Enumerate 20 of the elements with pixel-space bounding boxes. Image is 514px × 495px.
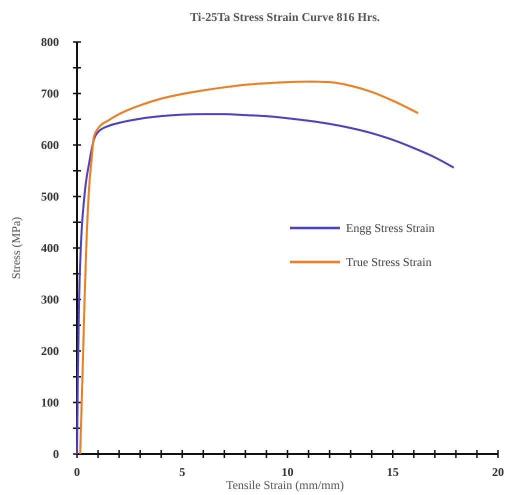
y-tick-label: 0 bbox=[53, 447, 59, 461]
y-tick-label: 700 bbox=[41, 86, 59, 100]
x-tick-label: 0 bbox=[74, 465, 80, 479]
y-axis-title: Stress (MPa) bbox=[9, 216, 23, 280]
legend-label: True Stress Strain bbox=[346, 255, 432, 269]
chart-title: Ti-25Ta Stress Strain Curve 816 Hrs. bbox=[190, 10, 380, 24]
legend-label: Engg Stress Strain bbox=[346, 221, 435, 235]
line-series bbox=[76, 113, 455, 455]
y-tick-label: 800 bbox=[41, 35, 59, 49]
y-tick-label: 400 bbox=[41, 241, 59, 255]
x-tick-label: 5 bbox=[179, 465, 186, 479]
y-tick-label: 200 bbox=[41, 344, 59, 358]
y-tick-label: 300 bbox=[41, 292, 59, 306]
y-tick-label: 100 bbox=[41, 396, 59, 410]
y-tick-label: 600 bbox=[41, 138, 59, 152]
y-tick-label: 500 bbox=[41, 190, 59, 204]
x-tick-label: 15 bbox=[386, 465, 399, 479]
x-axis-title: Tensile Strain (mm/mm) bbox=[226, 478, 344, 492]
x-tick-label: 20 bbox=[492, 465, 504, 479]
x-tick-label: 10 bbox=[282, 465, 294, 479]
